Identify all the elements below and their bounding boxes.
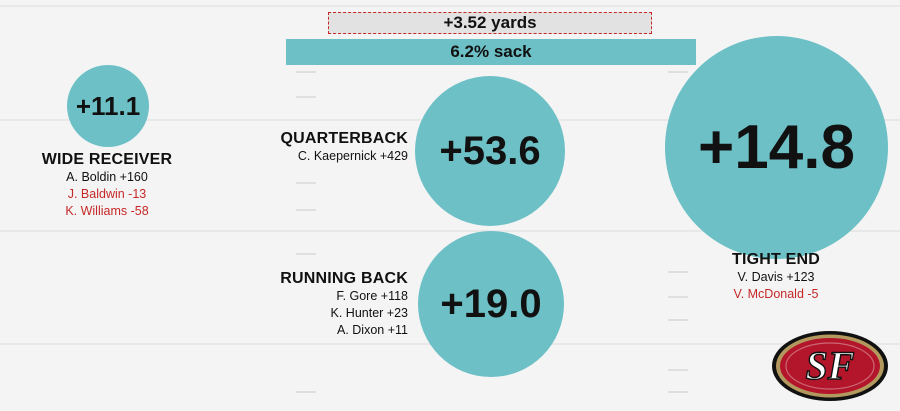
wide-receiver-title: WIDE RECEIVER [41,151,173,168]
wide-receiver-circle: +11.1 [67,65,149,147]
player-line: K. Hunter +23 [330,306,408,320]
running-back-circle: +19.0 [418,231,564,377]
quarterback-value: +53.6 [439,128,541,173]
player-line: J. Baldwin -13 [67,187,147,201]
running-back-label: RUNNING BACK F. Gore +118 K. Hunter +23 … [260,270,408,339]
sack-label: 6.2% sack [450,42,532,61]
player-line: V. Davis +123 [737,270,815,284]
yards-label: +3.52 yards [443,13,537,32]
team-logo-icon: SF [772,331,888,401]
player-line: A. Boldin +160 [66,170,148,184]
quarterback-title: QUARTERBACK [280,130,408,147]
logo-lettering: SF [806,343,855,388]
wide-receiver-label: WIDE RECEIVER A. Boldin +160 J. Baldwin … [32,151,182,220]
player-line: K. Williams -58 [65,204,149,218]
sack-bar: 6.2% sack [286,39,696,65]
running-back-value: +19.0 [440,281,542,326]
player-line: A. Dixon +11 [337,323,408,337]
yards-bar: +3.52 yards [328,12,652,34]
tight-end-title: TIGHT END [731,251,821,268]
quarterback-circle: +53.6 [415,76,565,226]
player-line: C. Kaepernick +429 [297,149,408,163]
tight-end-label: TIGHT END V. Davis +123 V. McDonald -5 [700,251,852,303]
player-line: F. Gore +118 [336,289,408,303]
tight-end-value: +14.8 [698,113,855,182]
wide-receiver-value: +11.1 [75,90,141,121]
player-line: V. McDonald -5 [733,287,819,301]
quarterback-label: QUARTERBACK C. Kaepernick +429 [260,130,408,165]
tight-end-circle: +14.8 [665,36,888,259]
running-back-title: RUNNING BACK [280,270,408,287]
